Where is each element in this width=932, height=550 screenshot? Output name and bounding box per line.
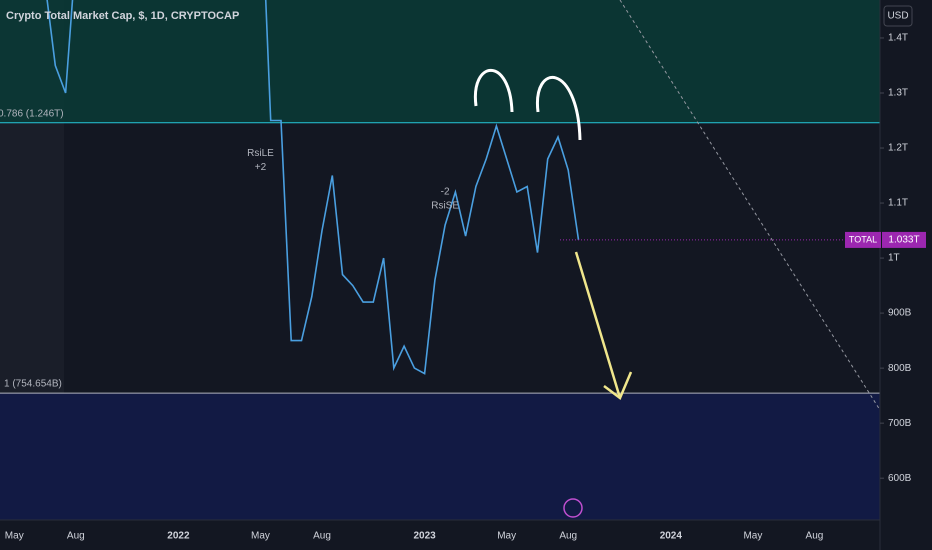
y-tick-label: 1.1T [888,198,908,209]
level-label: 1 (754.654B) [4,379,62,390]
x-tick-label: Aug [313,531,331,542]
x-tick-label: Aug [67,531,85,542]
price-tag-label: 1.033T [888,235,919,246]
drawn-arrow [574,251,633,400]
y-tick-label: 700B [888,418,912,429]
zone-upper [0,0,880,123]
price-tag-value [882,231,926,248]
annotation: RsiLE [247,148,274,159]
x-tick-label: 2022 [167,531,190,542]
event-icon [563,498,583,518]
x-tick-label: May [251,531,270,542]
y-tick-label: 1.2T [888,143,908,154]
price-tag-name: TOTAL [849,234,877,244]
x-tick-label: May [743,531,762,542]
x-tick-label: 2024 [660,531,683,542]
annotation: RsiSE [431,200,459,211]
y-tick-label: 1.4T [888,33,908,44]
annotation: -2 [441,187,450,198]
currency-box[interactable] [883,5,913,27]
x-tick-label: May [5,531,24,542]
y-tick-label: 1T [888,253,900,264]
annotation: +2 [255,162,267,173]
zone-lower [0,393,880,520]
price-tag [845,231,881,248]
price-line [46,0,580,375]
x-tick-label: May [497,531,516,542]
y-tick-label: 800B [888,363,912,374]
trend-line [619,0,881,411]
x-tick-label: Aug [559,531,577,542]
currency: USD [887,11,908,22]
price-axis [880,0,932,550]
time-axis [0,520,880,550]
drawn-arc [473,68,514,113]
y-tick-label: 600B [888,473,912,484]
y-tick-label: 900B [888,308,912,319]
drawn-arc [535,75,582,141]
x-tick-label: Aug [806,531,824,542]
y-tick-label: 1.3T [888,88,908,99]
x-tick-label: 2023 [413,531,436,542]
chart-title: Crypto Total Market Cap, $, 1D, CRYPTOCA… [6,10,239,22]
level-label: 0.786 (1.246T) [0,108,64,119]
